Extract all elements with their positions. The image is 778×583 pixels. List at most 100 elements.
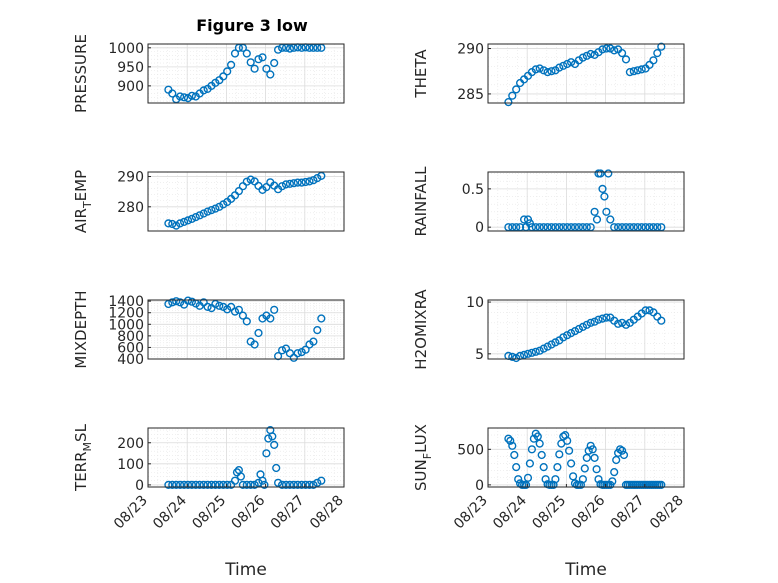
data-point [610, 468, 619, 477]
x-tick-label: 08/26 [569, 492, 609, 532]
data-point [533, 432, 542, 441]
data-point [608, 477, 617, 486]
data-point [246, 175, 255, 184]
x-tick-label: 08/25 [529, 493, 569, 533]
data-point [641, 306, 650, 315]
data-point [535, 346, 544, 355]
data-point [633, 66, 642, 75]
data-point [227, 302, 236, 312]
data-point [313, 326, 322, 335]
data-point [301, 345, 310, 354]
data-point [653, 48, 662, 58]
axes-box [487, 171, 685, 232]
data-point [602, 44, 611, 53]
axes-box [147, 427, 345, 488]
data-point [242, 317, 251, 326]
data-point [211, 204, 220, 213]
y-axis-label-subscript: F [421, 453, 434, 459]
data-point [504, 97, 513, 107]
data-point [227, 60, 236, 70]
data-point [594, 475, 603, 484]
data-point [183, 296, 193, 305]
x-tick-label: 08/25 [189, 493, 229, 533]
data-point [617, 446, 627, 455]
data-point [584, 446, 593, 455]
data-point [602, 313, 611, 322]
data-point [223, 480, 232, 490]
data-point [568, 472, 578, 481]
x-tick-label: 08/27 [608, 493, 648, 533]
data-point [619, 450, 629, 460]
data-point [645, 306, 654, 315]
data-point [512, 353, 521, 363]
y-tick-label: 1000 [108, 41, 144, 57]
data-point [254, 55, 263, 64]
axes-air-temp: 280 290 AIRTEMP [72, 170, 345, 233]
data-point [270, 58, 279, 68]
data-point [268, 432, 277, 441]
plot-area [488, 172, 684, 231]
data-point [553, 463, 562, 472]
data-point [313, 478, 322, 487]
data-point [195, 480, 204, 490]
data-point [180, 93, 189, 102]
data-point [270, 305, 279, 314]
data-point [519, 350, 529, 360]
data-point [236, 472, 246, 481]
data-point [629, 67, 638, 76]
data-point [164, 219, 173, 228]
data-point [242, 480, 251, 490]
data-point [199, 86, 208, 95]
data-point [285, 480, 295, 490]
data-point [617, 318, 627, 327]
data-point [543, 67, 552, 77]
data-point [285, 44, 295, 53]
data-point [274, 45, 283, 54]
data-point [260, 480, 269, 490]
data-point [183, 216, 193, 225]
plot-area [148, 428, 344, 487]
data-point [187, 214, 197, 224]
data-point [598, 45, 607, 54]
axes-rainfall: 0 0.5 RAINFALL [412, 166, 685, 236]
data-point [512, 85, 521, 94]
data-point [613, 319, 623, 328]
data-point [617, 48, 627, 58]
data-point [211, 480, 220, 490]
data-point [570, 327, 580, 336]
y-axis-label-rest: SL [72, 423, 90, 442]
data-point [203, 207, 212, 216]
data-point [598, 314, 607, 323]
data-point [531, 65, 540, 74]
axes-h2o-mixra: 5 10 H2OMIXRA [412, 289, 685, 370]
data-point [164, 480, 173, 490]
data-point [657, 42, 666, 51]
data-point [621, 320, 631, 329]
y-axis-label-subscript: T [81, 201, 94, 209]
data-point [172, 297, 181, 306]
data-point [246, 480, 255, 490]
y-axis-label-main: PRESSURE [72, 34, 90, 113]
x-tick-label: 08/24 [150, 492, 190, 532]
data-point [625, 67, 635, 77]
data-point [293, 178, 302, 187]
data-point [281, 480, 291, 490]
data-point [313, 174, 322, 183]
y-axis-label-rest: EMP [72, 170, 90, 201]
data-point [539, 463, 548, 472]
data-point [559, 333, 568, 342]
data-point [230, 49, 240, 58]
y-axis-label: THETA [412, 49, 430, 99]
data-point [309, 176, 318, 185]
data-point [238, 311, 248, 320]
data-point [176, 480, 185, 490]
data-point [555, 450, 564, 459]
data-point [191, 480, 200, 490]
data-point [525, 459, 535, 468]
y-tick-label: 5 [475, 347, 484, 363]
data-point [168, 219, 177, 229]
data-point [563, 436, 572, 445]
data-point [551, 338, 560, 347]
y-tick-label: 285 [457, 87, 484, 103]
data-point [278, 346, 287, 355]
